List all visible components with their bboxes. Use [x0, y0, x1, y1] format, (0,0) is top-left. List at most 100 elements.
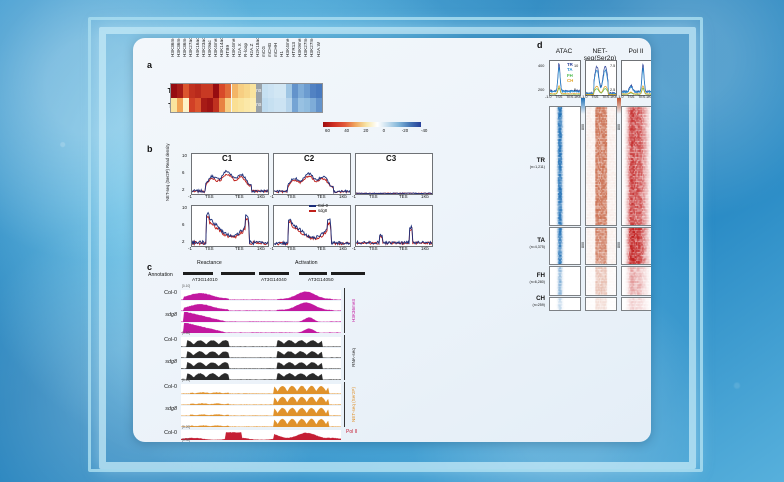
panel-d-group-count: (n=6,280) — [529, 280, 545, 284]
panel-c-sample-label: Col-0 — [164, 384, 177, 390]
panel-d-legend: TR TA FH CH — [567, 62, 573, 84]
panel-c-track-row — [181, 430, 341, 440]
panel-d-legend-tr: TR — [567, 62, 573, 67]
panel-a-cell — [316, 98, 323, 112]
panel-d-ytick: 7.5 — [610, 64, 616, 68]
panel-c-track-row — [181, 348, 341, 358]
panel-a-cell — [177, 98, 184, 112]
panel-a-column-label: H3K4me3 — [212, 38, 218, 57]
panel-d-heatmap — [549, 297, 581, 311]
panel-a-cell — [267, 98, 274, 112]
panel-c-track-scale: [0-50] — [182, 331, 191, 335]
panel-d-group-label: FH — [536, 272, 545, 279]
panel-a-cell — [261, 98, 268, 112]
panel-c-track-name: RNA-seq — [351, 348, 356, 367]
panel-b-xtick: -1 — [270, 194, 274, 199]
panel-d-axis-tick: 800 — [580, 242, 585, 248]
panel-c-track-row — [181, 384, 341, 394]
panel-b-plot — [191, 205, 269, 247]
panel-b-xtick: TSS — [287, 194, 296, 199]
panel-a-column-label: R-loop — [242, 42, 248, 57]
panel-a-heatmap-border — [170, 83, 324, 113]
panel-c-track-row — [181, 417, 341, 427]
panel-d-heatmap — [585, 227, 617, 265]
panel-d-xtick: 1Kb — [574, 95, 581, 99]
panel-a-cell — [195, 98, 202, 112]
panel-d-profile-plot — [621, 60, 651, 96]
panel-d-legend-ta: TA — [567, 67, 573, 73]
panel-a-cell — [292, 84, 299, 98]
panel-a-column-label-wrap: H2A.W — [316, 42, 336, 82]
panel-c-track-row — [181, 312, 341, 322]
panel-b-xtick: TES — [399, 246, 408, 251]
panel-b-xtick: 1Kb — [421, 194, 429, 199]
panel-b-xtick: TSS — [287, 246, 296, 251]
panel-a-cell — [310, 98, 317, 112]
panel-b-xtick: -1 — [270, 246, 274, 251]
panel-a-cell — [249, 98, 256, 112]
panel-a-colorbar-tick: -20 — [401, 128, 409, 133]
panel-c-gene-model — [221, 272, 255, 275]
panel-a-cell — [213, 98, 220, 112]
panel-d-xtick: TES — [566, 95, 574, 99]
panel-d-column-title: Pol II — [628, 48, 644, 55]
panel-b-xtick: TES — [235, 194, 244, 199]
panel-d-column-title: ATAC — [555, 48, 573, 55]
panel-a-cell — [279, 84, 286, 98]
panel-a-cell — [201, 98, 208, 112]
panel-c-gene-3: AT3G14050 — [308, 278, 334, 283]
panel-c-track-scale: [0-30] — [182, 438, 191, 442]
panel-d-group-label: TA — [537, 237, 545, 244]
panel-d-heatmap — [585, 266, 617, 296]
panel-a-column-label: H2K18ac — [255, 38, 260, 57]
panel-c-track-name: Pol II — [346, 429, 358, 435]
panel-c-label: c — [147, 262, 153, 272]
panel-a-label: a — [147, 60, 153, 70]
panel-a-column-label: mCHG — [267, 42, 273, 57]
panel-a-cell — [261, 84, 268, 98]
panel-d-profile-plot — [549, 60, 581, 96]
panel-a-cell — [310, 84, 317, 98]
panel-b-plot — [273, 205, 351, 247]
panel-d-heatmap — [549, 106, 581, 226]
panel-c-track-row — [181, 406, 341, 416]
panel-a-cell — [243, 84, 250, 98]
panel-a-column-label: H3K27me1 — [303, 38, 309, 57]
panel-b-xtick: 1Kb — [339, 194, 347, 199]
panel-a-cell — [304, 84, 311, 98]
panel-d-group-label: TR — [536, 157, 545, 164]
panel-d-group-count: (n=4,375) — [529, 245, 545, 249]
panel-d-axis-tick: 800 — [616, 124, 621, 130]
panel-b-xtick: 1Kb — [421, 246, 429, 251]
panel-a-column-label: H3K36me3 — [170, 38, 176, 57]
panel-b-xtick: 1Kb — [257, 246, 265, 251]
panel-c-gene-model — [183, 272, 213, 275]
panel-d-ytick: 5 — [574, 88, 577, 92]
panel-d-ytick: 200 — [538, 88, 545, 92]
panel-c-track-row — [181, 370, 341, 380]
panel-c-gene-model — [299, 272, 327, 275]
panel-a-cell — [273, 98, 280, 112]
panel-a-colorbar-tick: 60 — [325, 128, 330, 133]
panel-d-profile-plot — [585, 60, 617, 96]
panel-b-legend-sdg8: sdg8 — [318, 208, 328, 213]
panel-b-plot — [191, 153, 269, 195]
panel-b-ytick: 6 — [182, 222, 185, 227]
panel-a-column-label: H3K4me1 — [285, 38, 291, 57]
panel-d-axis-tick: 800 — [580, 124, 585, 130]
panel-a-column-label: mCG — [261, 45, 267, 57]
panel-d-colorbar — [617, 98, 621, 114]
panel-a-cell — [273, 84, 280, 98]
panel-b-plot — [355, 205, 433, 247]
panel-d-xtick: 1Kb — [610, 95, 617, 99]
panel-a-cell — [285, 84, 292, 98]
panel-a-cell — [231, 84, 238, 98]
panel-c-track-bracket — [344, 288, 345, 333]
panel-c-gene-model — [331, 272, 365, 275]
panel-a-column-label: H2A.W — [315, 41, 321, 57]
panel-a-cell — [316, 84, 323, 98]
panel-c-sample-label: sdg8 — [165, 359, 177, 365]
panel-d-group-count: (n=1,211) — [529, 165, 545, 169]
panel-d-group-label: CH — [536, 295, 545, 302]
panel-c-sample-label: sdg8 — [165, 406, 177, 412]
